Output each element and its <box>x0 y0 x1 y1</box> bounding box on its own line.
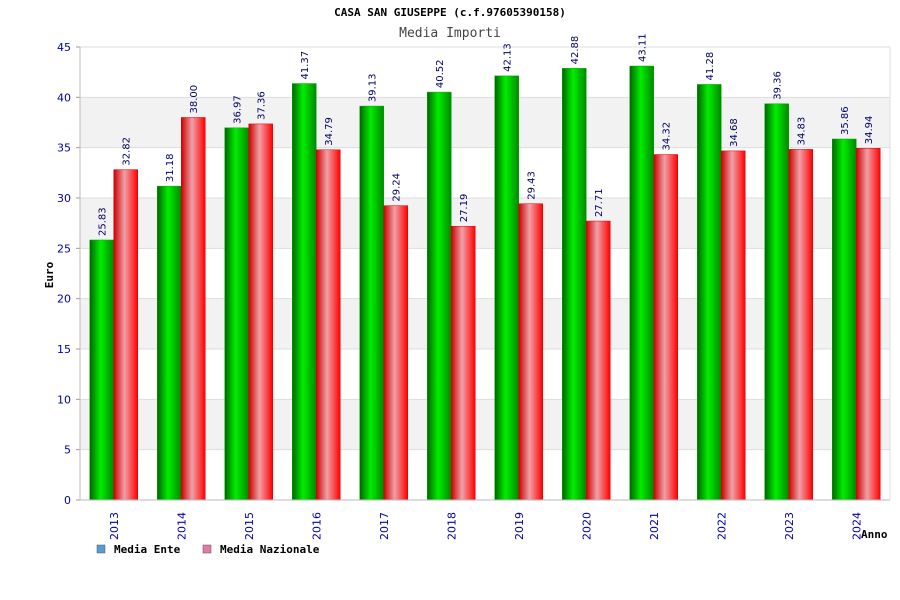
bar-value-label: 37.36 <box>257 91 268 120</box>
bar-media-nazionale <box>721 150 746 501</box>
bar-media-ente <box>359 105 384 501</box>
plot-band <box>80 399 890 450</box>
bar-value-label: 36.97 <box>233 95 244 124</box>
bar-media-ente <box>764 103 789 501</box>
bar-media-nazionale <box>383 205 408 501</box>
bar-media-nazionale <box>451 226 476 501</box>
bar-value-label: 34.32 <box>662 122 673 151</box>
bar-media-nazionale <box>518 203 543 501</box>
x-tick-label: 2017 <box>378 512 391 540</box>
y-axis: 0 5 10 15 20 25 30 35 40 45 <box>57 41 81 507</box>
plot-band <box>80 147 890 198</box>
bar-value-label: 34.94 <box>864 116 875 145</box>
y-tick-label: 10 <box>57 393 71 406</box>
bar-media-nazionale <box>653 154 678 501</box>
y-tick-label: 25 <box>57 242 71 255</box>
bar-value-label: 41.28 <box>705 52 716 81</box>
bar-media-ente <box>89 239 114 501</box>
legend-label: Media Ente <box>114 543 181 556</box>
chart-subtitle: Media Importi <box>399 26 501 41</box>
y-tick-label: 20 <box>57 293 71 306</box>
y-tick-label: 45 <box>57 41 71 54</box>
chart-title: CASA SAN GIUSEPPE (c.f.97605390158) <box>334 6 566 19</box>
x-tick-label: 2014 <box>175 512 188 540</box>
bar-value-label: 35.86 <box>840 106 851 135</box>
bar-value-label: 38.00 <box>189 85 200 114</box>
bar-media-nazionale <box>856 148 881 501</box>
bar-value-label: 31.18 <box>165 153 176 182</box>
bar-media-nazionale <box>113 169 138 501</box>
bar-media-nazionale <box>181 117 206 501</box>
value-labels-group: 25.83 32.82 31.18 38.00 36.97 37.36 41.37 34.79… <box>98 33 876 236</box>
bar-value-label: 32.82 <box>122 137 133 166</box>
y-tick-label: 5 <box>64 444 71 457</box>
plot-band <box>80 298 890 349</box>
bar-value-label: 29.24 <box>392 173 403 202</box>
bar-value-label: 27.71 <box>594 188 605 217</box>
plot-background <box>80 47 890 500</box>
y-tick-label: 0 <box>64 494 71 507</box>
y-tick-label: 15 <box>57 343 71 356</box>
y-tick-label: 30 <box>57 192 71 205</box>
bar-value-label: 40.52 <box>435 59 446 88</box>
bar-media-nazionale <box>788 149 813 501</box>
bar-value-label: 41.37 <box>300 51 311 80</box>
legend-swatch <box>96 544 106 554</box>
bar-value-label: 29.43 <box>527 171 538 200</box>
plot-band <box>80 97 890 148</box>
plot-band <box>80 198 890 249</box>
x-tick-label: 2018 <box>445 512 458 540</box>
legend: Media Ente Media Nazionale <box>96 543 320 556</box>
x-tick-label: 2020 <box>580 512 593 540</box>
bar-media-ente <box>832 138 857 501</box>
bar-value-label: 42.13 <box>503 43 514 72</box>
bar-media-ente <box>427 91 452 501</box>
x-tick-label: 2023 <box>783 512 796 540</box>
x-tick-label: 2024 <box>850 512 863 540</box>
x-axis: 2013 2014 2015 2016 2017 2018 2019 2020 2021 2022… <box>80 47 891 540</box>
bar-media-nazionale <box>248 123 273 501</box>
plot-band <box>80 449 890 500</box>
plot-band <box>80 47 890 98</box>
bar-media-ente <box>224 127 249 501</box>
bar-value-label: 27.19 <box>459 194 470 223</box>
x-tick-label: 2015 <box>243 512 256 540</box>
legend-swatch <box>202 544 212 554</box>
gridlines <box>80 46 890 501</box>
plot-band <box>80 248 890 299</box>
y-tick-label: 40 <box>57 91 71 104</box>
bar-media-nazionale <box>586 220 611 501</box>
x-tick-label: 2013 <box>108 512 121 540</box>
x-axis-label: Anno <box>861 528 888 541</box>
bar-media-ente <box>629 65 654 501</box>
x-tick-label: 2021 <box>648 512 661 540</box>
bar-media-nazionale <box>316 149 341 501</box>
bars-group <box>89 65 881 501</box>
legend-label: Media Nazionale <box>220 543 320 556</box>
y-axis-label: Euro <box>43 261 56 288</box>
bar-media-ente <box>494 75 519 501</box>
bar-value-label: 39.36 <box>773 71 784 100</box>
bar-value-label: 43.11 <box>638 33 649 62</box>
bar-media-ente <box>292 83 317 501</box>
bar-value-label: 39.13 <box>368 73 379 102</box>
bar-value-label: 34.79 <box>324 117 335 146</box>
x-tick-label: 2022 <box>715 512 728 540</box>
bar-value-label: 34.83 <box>797 117 808 146</box>
x-tick-label: 2016 <box>310 512 323 540</box>
x-tick-label: 2019 <box>513 512 526 540</box>
bar-media-ente <box>697 84 722 501</box>
bar-value-label: 42.88 <box>570 36 581 65</box>
bar-media-ente <box>562 68 587 501</box>
bar-value-label: 25.83 <box>98 207 109 236</box>
bar-value-label: 34.68 <box>729 118 740 147</box>
y-tick-label: 35 <box>57 142 71 155</box>
plot-band <box>80 349 890 400</box>
bar-media-ente <box>157 185 182 501</box>
